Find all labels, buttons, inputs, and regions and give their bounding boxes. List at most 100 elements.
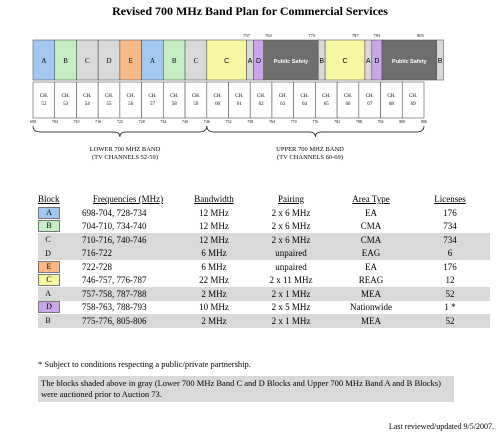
cell-licenses: 1 * bbox=[444, 302, 456, 313]
upper-block-label: A bbox=[366, 58, 371, 65]
freq-tick: 704 bbox=[52, 119, 58, 124]
table-row: C 710-716, 740-746 12 MHz 2 x 6 MHz CMA 734 bbox=[38, 233, 490, 247]
channel-number: 64 bbox=[302, 102, 308, 107]
channel-prefix: CH. bbox=[344, 94, 352, 99]
channel-box bbox=[54, 81, 77, 119]
cell-frequencies: 710-716, 740-746 bbox=[78, 233, 178, 247]
lower-block-label: B bbox=[172, 57, 177, 65]
lower-block-label: E bbox=[129, 57, 133, 65]
channel-number: 62 bbox=[259, 102, 265, 107]
lower-block-label: B bbox=[63, 57, 68, 65]
channel-box bbox=[184, 81, 208, 119]
channel-prefix: CH. bbox=[322, 94, 330, 99]
cell-pairing: 2 x 5 MHz bbox=[271, 302, 311, 313]
lower-block-label: A bbox=[41, 57, 46, 65]
block-swatch: A bbox=[45, 289, 51, 299]
cell-block: A bbox=[38, 206, 78, 220]
block-swatch: D bbox=[38, 301, 60, 314]
last-updated: Last reviewed/updated 9/5/2007. bbox=[388, 422, 494, 431]
channel-prefix: CH. bbox=[61, 94, 69, 99]
channel-box bbox=[228, 81, 251, 119]
upper-block-label: Public Safety bbox=[274, 59, 309, 65]
channel-prefix: CH. bbox=[300, 94, 308, 99]
channel-number: 55 bbox=[107, 102, 113, 107]
channel-prefix: CH. bbox=[127, 94, 135, 99]
freq-tick: 770 bbox=[291, 119, 297, 124]
channel-box bbox=[271, 81, 294, 119]
channel-box bbox=[206, 81, 229, 119]
block-swatch: B bbox=[45, 316, 51, 326]
cell-pairing: unpaired bbox=[250, 246, 332, 260]
block-swatch: C bbox=[45, 235, 51, 245]
channel-number: 60 bbox=[215, 102, 221, 107]
upper-block-label: C bbox=[342, 58, 347, 65]
freq-tick: 764 bbox=[269, 119, 275, 124]
channel-prefix: CH. bbox=[192, 94, 200, 99]
channel-number: 54 bbox=[85, 102, 91, 107]
band-brace bbox=[206, 125, 425, 138]
cell-pairing: unpaired bbox=[275, 261, 307, 272]
block-table: Block Frequencies (MHz) Bandwidth Pairin… bbox=[38, 192, 490, 328]
upper-block-label: C bbox=[224, 58, 229, 65]
freq-tick: 722 bbox=[117, 119, 123, 124]
channel-box bbox=[401, 81, 425, 119]
channel-prefix: CH. bbox=[214, 94, 222, 99]
cell-licenses: 176 bbox=[443, 261, 457, 272]
header-block: Block bbox=[38, 194, 60, 204]
gray-blocks-note: The blocks shaded above in gray (Lower 7… bbox=[38, 376, 454, 402]
cell-bandwidth: 22 MHz bbox=[199, 275, 229, 286]
header-licenses: Licenses bbox=[434, 194, 466, 204]
channel-number: 66 bbox=[345, 102, 351, 107]
upper-top-freq: 757 bbox=[243, 33, 251, 38]
table-row: E 722-728 6 MHz unpaired EA 176 bbox=[38, 260, 490, 274]
channel-number: 59 bbox=[193, 102, 199, 107]
cell-frequencies: 758-763, 788-793 bbox=[82, 302, 147, 313]
channel-prefix: CH. bbox=[235, 94, 243, 99]
cell-bandwidth: 6 MHz bbox=[178, 246, 250, 260]
cell-licenses: 734 bbox=[410, 233, 490, 247]
upper-top-freq: 793 bbox=[374, 33, 382, 38]
cell-frequencies: 746-757, 776-787 bbox=[82, 275, 147, 286]
cell-pairing: 2 x 6 MHz bbox=[271, 207, 311, 218]
freq-tick: 734 bbox=[160, 119, 166, 124]
channel-box bbox=[141, 81, 164, 119]
cell-area-type: REAG bbox=[358, 275, 384, 286]
footnote: * Subject to conditions respecting a pub… bbox=[38, 359, 251, 369]
upper-top-freq: 787 bbox=[352, 33, 360, 38]
cell-block: C bbox=[38, 274, 78, 288]
cell-area-type: EA bbox=[365, 207, 377, 218]
cell-bandwidth: 6 MHz bbox=[201, 261, 227, 272]
table-header-row: Block Frequencies (MHz) Bandwidth Pairin… bbox=[38, 192, 490, 206]
lower-band-caption-line1: LOWER 700 MHZ BAND bbox=[89, 146, 161, 153]
upper-block-label: D bbox=[374, 58, 379, 65]
channel-number: 57 bbox=[150, 102, 156, 107]
cell-licenses: 52 bbox=[410, 287, 490, 301]
cell-bandwidth: 2 MHz bbox=[178, 287, 250, 301]
freq-tick: 800 bbox=[399, 119, 405, 124]
lower-band-caption: LOWER 700 MHZ BAND (TV CHANNELS 52-59) bbox=[60, 146, 190, 162]
cell-bandwidth: 12 MHz bbox=[199, 207, 229, 218]
channel-prefix: CH. bbox=[257, 94, 265, 99]
cell-licenses: 176 bbox=[443, 207, 457, 218]
lower-band-caption-line2: (TV CHANNELS 52-59) bbox=[92, 154, 158, 161]
header-frequencies: Frequencies (MHz) bbox=[92, 194, 164, 204]
block-swatch: A bbox=[38, 206, 60, 219]
upper-band-caption-line1: UPPER 700 MHZ BAND bbox=[276, 146, 344, 153]
cell-area-type: MEA bbox=[332, 287, 410, 301]
freq-tick: 698 bbox=[30, 119, 36, 124]
upper-top-freq: 763 bbox=[265, 33, 273, 38]
cell-block: A bbox=[38, 287, 78, 301]
freq-tick: 806 bbox=[421, 119, 427, 124]
cell-pairing: 2 x 1 MHz bbox=[250, 287, 332, 301]
table-row: C 746-757, 776-787 22 MHz 2 x 11 MHz REAG 12 bbox=[38, 274, 490, 288]
freq-tick: 758 bbox=[247, 119, 253, 124]
channel-number: 65 bbox=[324, 102, 330, 107]
upper-top-freq: 775 bbox=[308, 33, 316, 38]
header-bandwidth: Bandwidth bbox=[194, 194, 234, 204]
lower-block-label: C bbox=[85, 57, 90, 65]
upper-block-label: B bbox=[319, 58, 324, 65]
table-row: A 698-704, 728-734 12 MHz 2 x 6 MHz EA 176 bbox=[38, 206, 490, 220]
channel-number: 58 bbox=[172, 102, 178, 107]
upper-block-c bbox=[206, 39, 247, 81]
freq-tick: 740 bbox=[182, 119, 188, 124]
